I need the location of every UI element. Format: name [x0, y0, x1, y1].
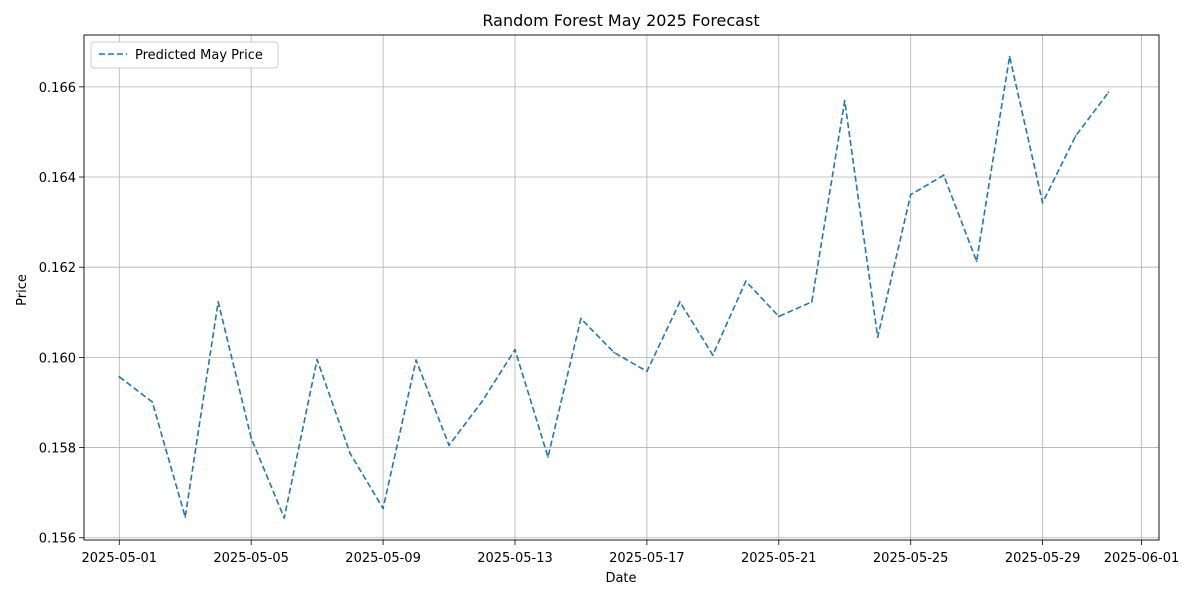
x-tick-label: 2025-05-13: [477, 551, 553, 566]
data-point: [744, 280, 747, 283]
x-tick-label: 2025-05-29: [1005, 551, 1081, 566]
y-tick-label: 0.164: [39, 171, 76, 186]
data-point: [217, 301, 220, 303]
data-point: [448, 444, 450, 447]
data-point: [349, 452, 351, 455]
data-point: [1041, 201, 1044, 204]
legend: Predicted May Price: [90, 41, 279, 69]
y-tick-label: 0.162: [39, 261, 76, 276]
data-point: [942, 174, 945, 177]
y-tick-label: 0.166: [39, 81, 76, 96]
legend-label-predicted-may-price: Predicted May Price: [135, 48, 263, 63]
grid: [84, 35, 1159, 540]
data-point: [316, 358, 318, 361]
data-point: [1008, 55, 1011, 58]
data-point: [415, 359, 417, 361]
x-tick-label: 2025-05-09: [345, 551, 421, 566]
data-point: [283, 517, 286, 519]
data-point: [810, 301, 813, 303]
data-point: [184, 516, 187, 518]
x-tick-label: 2025-05-05: [213, 551, 289, 566]
x-axis-ticks: 2025-05-01 2025-05-05 2025-05-09 2025-05-13…: [82, 540, 1180, 566]
data-point: [843, 99, 846, 102]
data-point: [711, 354, 714, 356]
data-point: [481, 400, 483, 403]
data-point: [118, 375, 121, 378]
plot-area-frame: [83, 34, 1160, 541]
series-layer: [118, 55, 1110, 519]
x-tick-label: 2025-05-17: [609, 551, 685, 566]
y-tick-label: 0.156: [39, 532, 76, 547]
y-axis-ticks: 0.156 0.158 0.160 0.162 0.164 0.166: [39, 81, 84, 547]
x-axis-title: Date: [605, 571, 636, 586]
y-tick-label: 0.160: [39, 351, 76, 366]
data-point: [1107, 91, 1110, 94]
data-point: [382, 507, 384, 510]
chart-title: Random Forest May 2025 Forecast: [482, 11, 759, 30]
data-point: [1074, 135, 1077, 137]
y-tick-label: 0.158: [39, 442, 76, 457]
data-point: [580, 317, 582, 320]
data-point: [514, 348, 516, 351]
data-point: [646, 370, 648, 373]
data-point: [613, 351, 615, 354]
x-tick-label: 2025-06-01: [1104, 551, 1180, 566]
data-point: [975, 260, 978, 263]
data-point: [250, 437, 253, 439]
legend-box: [90, 41, 279, 69]
data-point: [151, 401, 154, 403]
x-tick-label: 2025-05-01: [82, 551, 158, 566]
data-point: [679, 301, 681, 303]
x-tick-label: 2025-05-25: [873, 551, 949, 566]
x-tick-label: 2025-05-21: [741, 551, 817, 566]
y-axis-title: Price: [15, 274, 30, 306]
data-point: [876, 336, 879, 338]
data-point: [909, 193, 912, 196]
data-point: [547, 456, 549, 458]
data-point: [777, 315, 780, 318]
